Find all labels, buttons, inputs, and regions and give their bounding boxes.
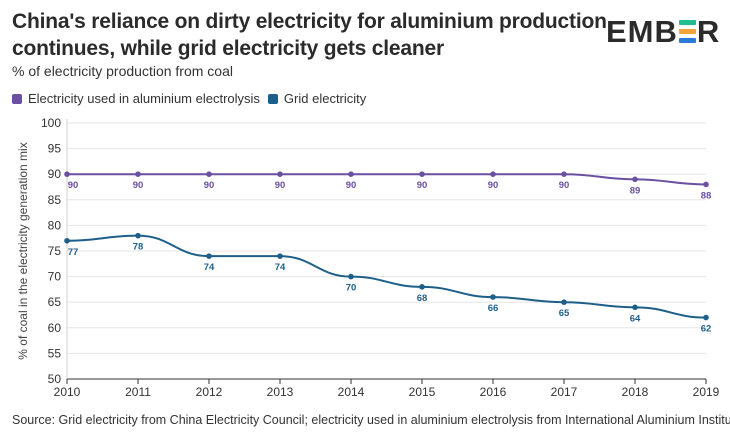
data-label-0-2012: 90 bbox=[204, 180, 215, 191]
data-label-0-2013: 90 bbox=[275, 180, 286, 191]
y-tick-label-80: 80 bbox=[48, 218, 62, 232]
data-point-1-2010 bbox=[64, 237, 70, 244]
logo-e-mark-icon bbox=[678, 20, 696, 43]
series-line-1 bbox=[66, 234, 707, 319]
data-label-0-2016: 90 bbox=[488, 180, 499, 191]
legend-label-aluminium: Electricity used in aluminium electrolys… bbox=[28, 91, 260, 106]
data-label-1-2013: 74 bbox=[275, 262, 286, 273]
series-line-0 bbox=[67, 173, 707, 186]
legend-swatch-grid bbox=[267, 93, 278, 104]
data-point-0-2011 bbox=[135, 171, 141, 177]
ember-logo: EMB R bbox=[606, 14, 720, 50]
data-label-1-2019: 62 bbox=[701, 324, 712, 335]
data-label-0-2010: 90 bbox=[68, 180, 79, 191]
data-point-0-2019 bbox=[703, 181, 709, 188]
x-tick-label-2014: 2014 bbox=[338, 385, 365, 399]
data-point-0-2013 bbox=[277, 171, 283, 177]
data-label-0-2018: 89 bbox=[630, 185, 641, 196]
data-point-1-2016 bbox=[490, 294, 496, 300]
chart-subtitle: % of electricity production from coal bbox=[12, 63, 233, 79]
data-point-1-2015 bbox=[419, 284, 425, 290]
x-tick-label-2019: 2019 bbox=[693, 385, 720, 399]
legend: Electricity used in aluminium electrolys… bbox=[12, 91, 366, 106]
x-tick-label-2015: 2015 bbox=[409, 385, 436, 399]
y-tick-label-90: 90 bbox=[48, 167, 62, 181]
data-label-0-2017: 90 bbox=[559, 180, 570, 191]
data-point-1-2013 bbox=[277, 253, 283, 259]
x-tick-label-2018: 2018 bbox=[622, 385, 649, 399]
data-point-1-2018 bbox=[632, 304, 638, 311]
data-label-1-2014: 70 bbox=[346, 283, 357, 294]
data-label-1-2017: 65 bbox=[559, 308, 570, 319]
data-label-1-2012: 74 bbox=[204, 262, 215, 273]
data-point-1-2011 bbox=[135, 232, 141, 239]
data-label-0-2011: 90 bbox=[133, 180, 144, 191]
y-tick-label-50: 50 bbox=[48, 372, 62, 386]
x-tick-label-2011: 2011 bbox=[125, 385, 151, 399]
data-label-0-2019: 88 bbox=[701, 190, 712, 201]
data-point-1-2017 bbox=[561, 299, 567, 306]
data-point-0-2010 bbox=[64, 171, 70, 177]
y-tick-label-75: 75 bbox=[48, 244, 62, 258]
data-label-1-2011: 78 bbox=[133, 242, 144, 253]
legend-item-grid[interactable]: Grid electricity bbox=[267, 91, 367, 106]
data-point-1-2014 bbox=[348, 273, 354, 280]
y-tick-label-70: 70 bbox=[48, 270, 62, 284]
logo-text-start: EMB bbox=[606, 14, 678, 49]
y-tick-label-55: 55 bbox=[48, 346, 62, 360]
chart-title-line-2: continues, while grid electricity gets c… bbox=[12, 37, 444, 60]
y-tick-label-100: 100 bbox=[41, 116, 61, 130]
data-label-1-2015: 68 bbox=[417, 293, 428, 304]
data-point-0-2012 bbox=[206, 171, 212, 177]
x-tick-label-2012: 2012 bbox=[196, 385, 223, 399]
x-tick-label-2017: 2017 bbox=[551, 385, 578, 399]
legend-label-grid: Grid electricity bbox=[283, 91, 367, 106]
y-axis-title: % of coal in the electricity generation … bbox=[16, 142, 30, 359]
data-label-1-2018: 64 bbox=[630, 313, 641, 324]
logo-text-end: R bbox=[696, 14, 721, 49]
data-label-0-2015: 90 bbox=[417, 180, 428, 191]
chart-title: China's reliance on dirty electricity fo… bbox=[12, 8, 607, 62]
data-point-0-2017 bbox=[561, 171, 567, 177]
x-tick-label-2013: 2013 bbox=[267, 385, 294, 399]
x-tick-label-2010: 2010 bbox=[54, 385, 81, 399]
y-tick-label-60: 60 bbox=[48, 321, 62, 335]
data-point-1-2019 bbox=[703, 314, 709, 321]
source-note: Source: Grid electricity from China Elec… bbox=[12, 413, 730, 427]
data-label-0-2014: 90 bbox=[346, 180, 357, 191]
chart-title-line-1: China's reliance on dirty electricity fo… bbox=[12, 10, 607, 33]
data-point-0-2015 bbox=[419, 171, 425, 177]
data-point-0-2014 bbox=[348, 171, 354, 177]
x-tick-label-2016: 2016 bbox=[480, 385, 507, 399]
y-tick-label-95: 95 bbox=[48, 142, 62, 156]
y-tick-label-85: 85 bbox=[48, 193, 62, 207]
data-point-0-2016 bbox=[490, 171, 496, 177]
data-label-1-2016: 66 bbox=[488, 303, 499, 314]
legend-swatch-aluminium bbox=[12, 93, 22, 104]
data-point-1-2012 bbox=[206, 253, 212, 259]
y-tick-label-65: 65 bbox=[48, 295, 62, 309]
data-point-0-2018 bbox=[632, 176, 638, 183]
data-label-1-2010: 77 bbox=[68, 247, 79, 258]
legend-item-aluminium[interactable]: Electricity used in aluminium electrolys… bbox=[12, 91, 260, 106]
